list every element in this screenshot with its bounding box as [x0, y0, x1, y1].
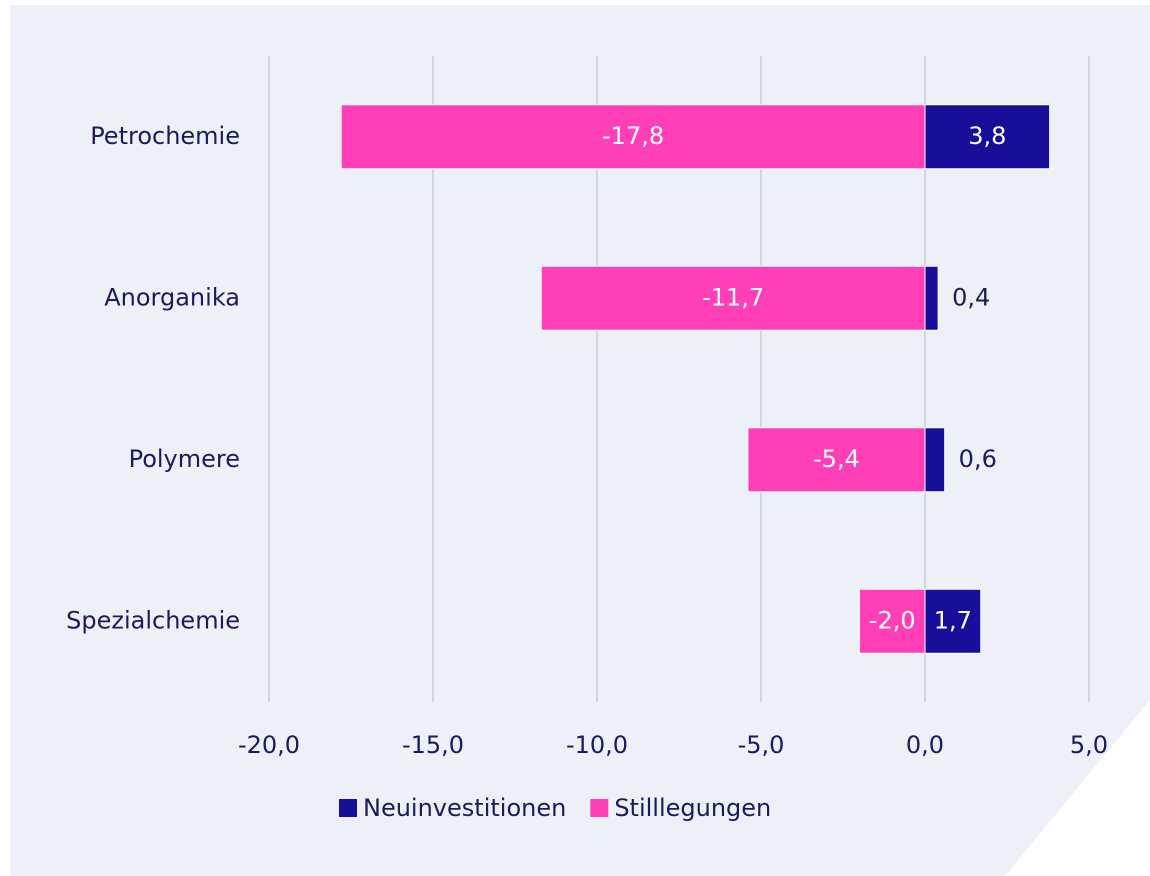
bar [924, 104, 1051, 170]
x-tick-label: -5,0 [738, 731, 785, 759]
data-label: -2,0 [869, 606, 916, 634]
bar [540, 265, 926, 331]
legend-swatch [339, 799, 357, 817]
y-tick-label: Spezialchemie [66, 606, 240, 634]
x-tick-label: 5,0 [1070, 731, 1108, 759]
bar [924, 427, 946, 493]
y-tick-label: Anorganika [104, 283, 240, 311]
bar [747, 427, 926, 493]
legend-label: Neuinvestitionen [363, 794, 566, 822]
y-tick-label: Polymere [129, 445, 240, 473]
data-label: -11,7 [702, 283, 764, 311]
bar [924, 588, 982, 654]
y-tick-label: Petrochemie [90, 122, 240, 150]
data-label: 3,8 [968, 122, 1006, 150]
legend-swatch [590, 799, 609, 817]
bar [924, 265, 939, 331]
data-label: -17,8 [602, 122, 664, 150]
data-label: 0,4 [952, 283, 990, 311]
x-tick-label: -20,0 [238, 731, 300, 759]
data-label: -5,4 [813, 445, 860, 473]
bar [858, 588, 926, 654]
data-label: 0,6 [959, 445, 997, 473]
x-tick-label: -10,0 [566, 731, 628, 759]
legend-label: Stilllegungen [614, 794, 771, 822]
x-tick-label: 0,0 [906, 731, 944, 759]
x-tick-label: -15,0 [402, 731, 464, 759]
data-label: 1,7 [934, 606, 972, 634]
bar [340, 104, 926, 170]
panel [10, 5, 1150, 876]
